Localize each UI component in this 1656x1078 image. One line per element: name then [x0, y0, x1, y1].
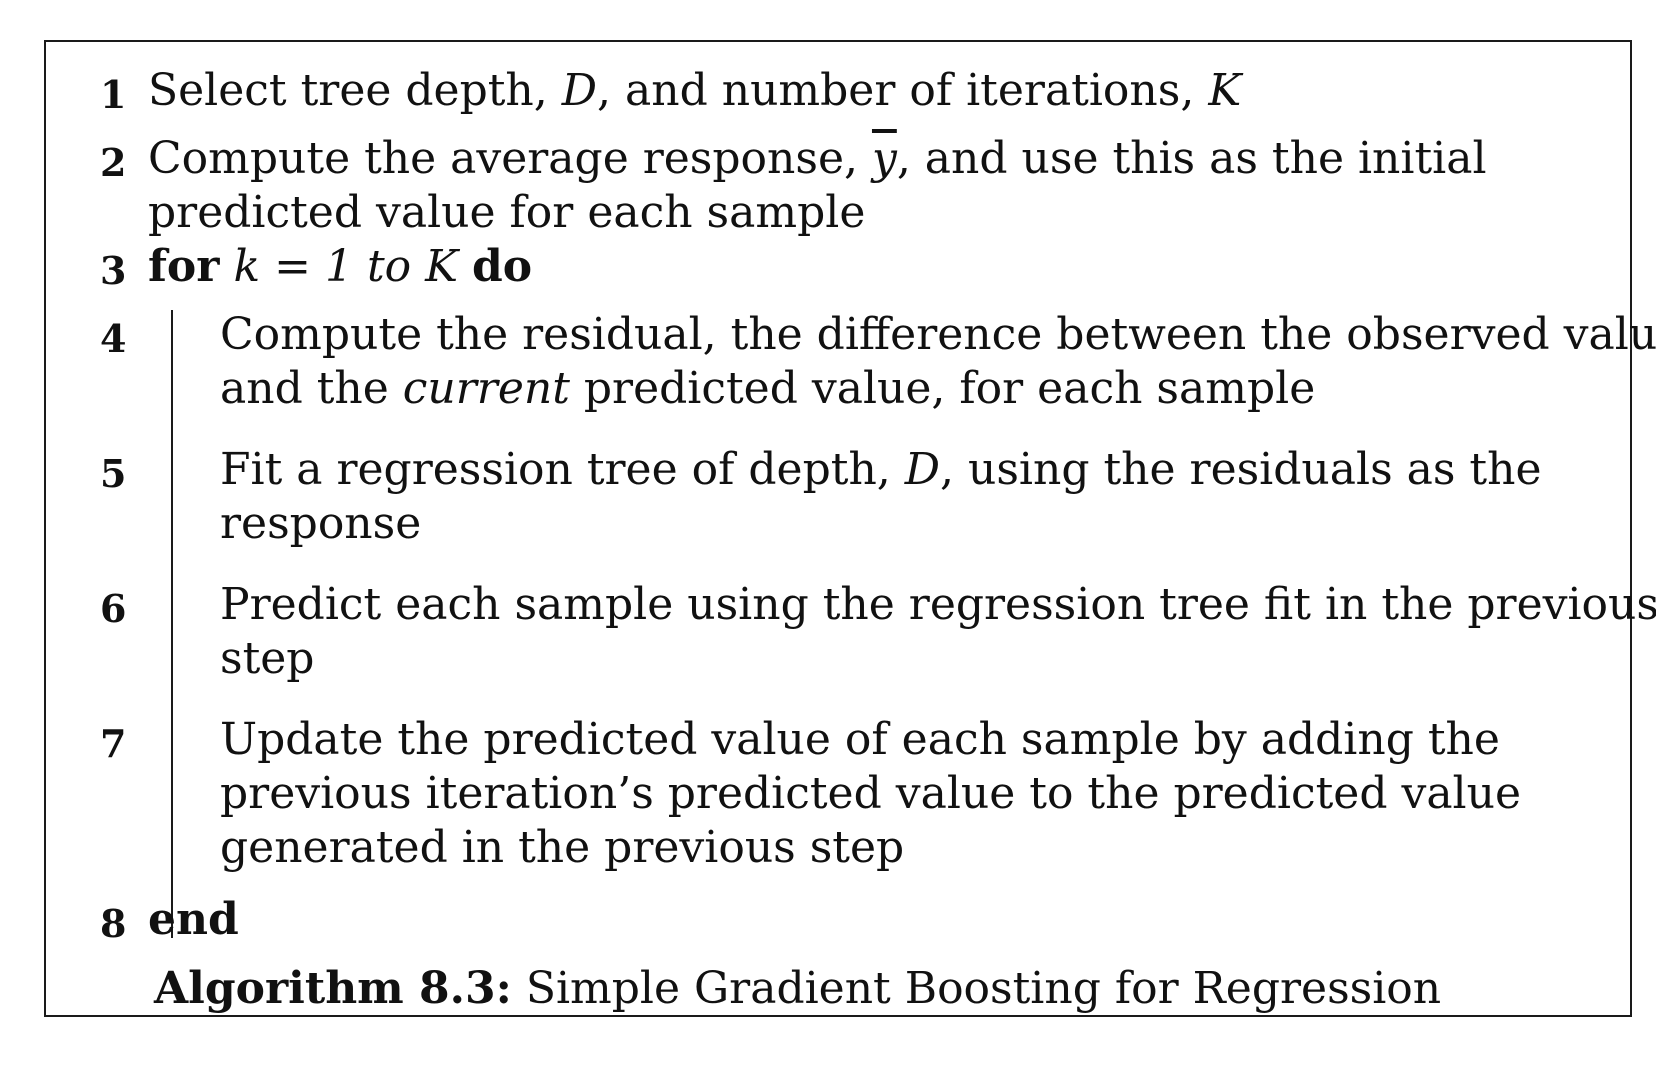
math-D-2: D	[904, 444, 941, 495]
line-4-text-b: predicted value, for each sample	[569, 363, 1316, 414]
line-number-1: 1	[100, 72, 127, 117]
emphasis-current: current	[402, 363, 570, 414]
keyword-for: for	[148, 241, 220, 292]
algorithm-line-5a: Fit a regression tree of depth, D, using…	[220, 441, 1542, 498]
line-number-6: 6	[100, 586, 127, 631]
algorithm-line-2a: Compute the average response, y, and use…	[148, 130, 1487, 187]
caption-title: Simple Gradient Boosting for Regression	[511, 963, 1442, 1014]
algorithm-line-7c: generated in the previous step	[220, 822, 905, 873]
algorithm-box	[44, 40, 1632, 1017]
line-number-2: 2	[100, 140, 127, 185]
line-4-text-a: and the	[220, 363, 403, 414]
math-equals: =	[260, 241, 325, 292]
line-number-8: 8	[100, 901, 127, 946]
line-1-text-a: Select tree depth,	[148, 65, 562, 116]
loop-body-bar	[171, 310, 173, 938]
algorithm-line-7b: previous iteration’s predicted value to …	[220, 768, 1522, 819]
algorithm-line-8: end	[148, 891, 239, 948]
algorithm-caption: Algorithm 8.3: Simple Gradient Boosting …	[154, 960, 1441, 1017]
algorithm-line-6a: Predict each sample using the regression…	[220, 579, 1656, 630]
caption-label: Algorithm 8.3:	[154, 963, 512, 1014]
keyword-do: do	[472, 241, 533, 292]
line-5-text-a: Fit a regression tree of depth,	[220, 444, 905, 495]
algorithm-line-7a: Update the predicted value of each sampl…	[220, 714, 1500, 765]
algorithm-line-4b: and the current predicted value, for eac…	[220, 360, 1315, 417]
math-K: K	[1208, 65, 1242, 116]
line-number-4: 4	[100, 316, 127, 361]
keyword-end: end	[148, 894, 239, 945]
math-ybar: y	[871, 133, 897, 184]
math-D: D	[561, 65, 598, 116]
algorithm-line-5b: response	[220, 498, 422, 549]
line-2-text-a: Compute the average response,	[148, 133, 872, 184]
line-number-7: 7	[100, 721, 127, 766]
line-number-5: 5	[100, 451, 127, 496]
loop-range: 1 to K	[324, 241, 458, 292]
algorithm-line-1: Select tree depth, D, and number of iter…	[148, 62, 1241, 119]
algorithm-line-6b: step	[220, 633, 315, 684]
algorithm-line-4a: Compute the residual, the difference bet…	[220, 309, 1656, 360]
math-k: k	[233, 241, 261, 292]
line-5-text-b: , using the residuals as the	[940, 444, 1542, 495]
line-2-text-b: , and use this as the initial	[896, 133, 1487, 184]
algorithm-line-3: for k = 1 to K do	[148, 238, 532, 295]
line-number-3: 3	[100, 248, 127, 293]
algorithm-line-2b: predicted value for each sample	[148, 187, 866, 238]
line-1-text-b: , and number of iterations,	[597, 65, 1209, 116]
